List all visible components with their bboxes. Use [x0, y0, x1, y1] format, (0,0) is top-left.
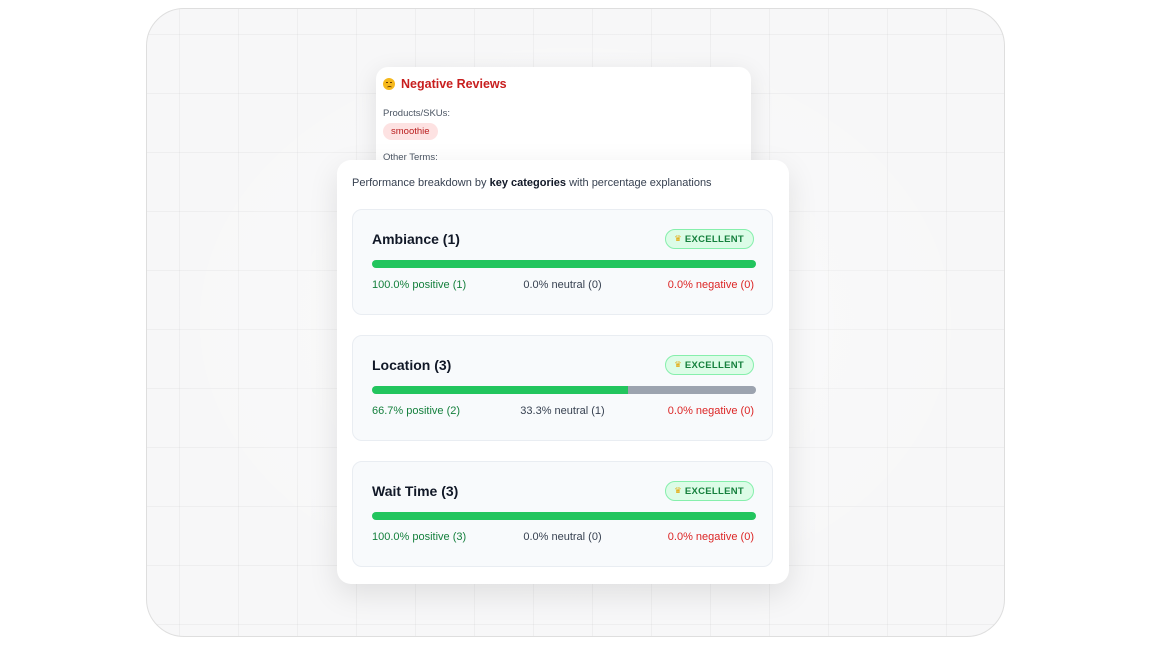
category-title: Ambiance (1) — [372, 231, 460, 247]
excellent-badge: ♛ EXCELLENT — [665, 229, 754, 249]
neutral-stat: 0.0% neutral (0) — [523, 279, 602, 291]
positive-segment — [372, 260, 756, 268]
neutral-stat: 33.3% neutral (1) — [520, 405, 605, 417]
neutral-segment — [628, 386, 756, 394]
crown-icon: ♛ — [674, 234, 682, 243]
badge-label: EXCELLENT — [684, 485, 744, 497]
category-title: Location (3) — [372, 357, 452, 373]
excellent-badge: ♛ EXCELLENT — [665, 355, 754, 375]
badge-label: EXCELLENT — [684, 359, 744, 371]
category-card: Ambiance (1) ♛ EXCELLENT 0.0% neutral (0… — [352, 209, 773, 315]
sentiment-bar — [372, 260, 756, 268]
category-card: Location (3) ♛ EXCELLENT 33.3% neutral (… — [352, 335, 773, 441]
positive-stat: 100.0% positive (1) — [372, 279, 467, 291]
products-label: Products/SKUs: — [383, 108, 451, 119]
positive-stat: 66.7% positive (2) — [372, 405, 461, 417]
negative-stat: 0.0% negative (0) — [667, 279, 754, 291]
positive-segment — [372, 512, 756, 520]
negative-stat: 0.0% negative (0) — [667, 405, 754, 417]
breakdown-intro: Performance breakdown by key categories … — [352, 177, 712, 189]
product-chip[interactable]: smoothie — [383, 123, 438, 140]
excellent-badge: ♛ EXCELLENT — [665, 481, 754, 501]
category-breakdown-card: Performance breakdown by key categories … — [337, 160, 789, 584]
crown-icon: ♛ — [674, 486, 682, 495]
negative-stat: 0.0% negative (0) — [667, 531, 754, 543]
badge-label: EXCELLENT — [684, 233, 744, 245]
intro-bold: key categories — [489, 177, 567, 189]
sad-face-icon — [383, 78, 395, 90]
neutral-stat: 0.0% neutral (0) — [523, 531, 602, 543]
crown-icon: ♛ — [674, 360, 682, 369]
sentiment-bar — [372, 512, 756, 520]
positive-segment — [372, 386, 629, 394]
intro-suffix: with percentage explanations — [566, 177, 712, 189]
positive-stat: 100.0% positive (3) — [372, 531, 467, 543]
sentiment-bar — [372, 386, 756, 394]
other-terms-label: Other Terms: — [383, 152, 438, 163]
negative-reviews-title: Negative Reviews — [401, 77, 507, 91]
intro-prefix: Performance breakdown by — [352, 177, 490, 189]
category-title: Wait Time (3) — [372, 483, 459, 499]
category-card: Wait Time (3) ♛ EXCELLENT 0.0% neutral (… — [352, 461, 773, 567]
negative-reviews-heading: Negative Reviews — [383, 77, 507, 91]
